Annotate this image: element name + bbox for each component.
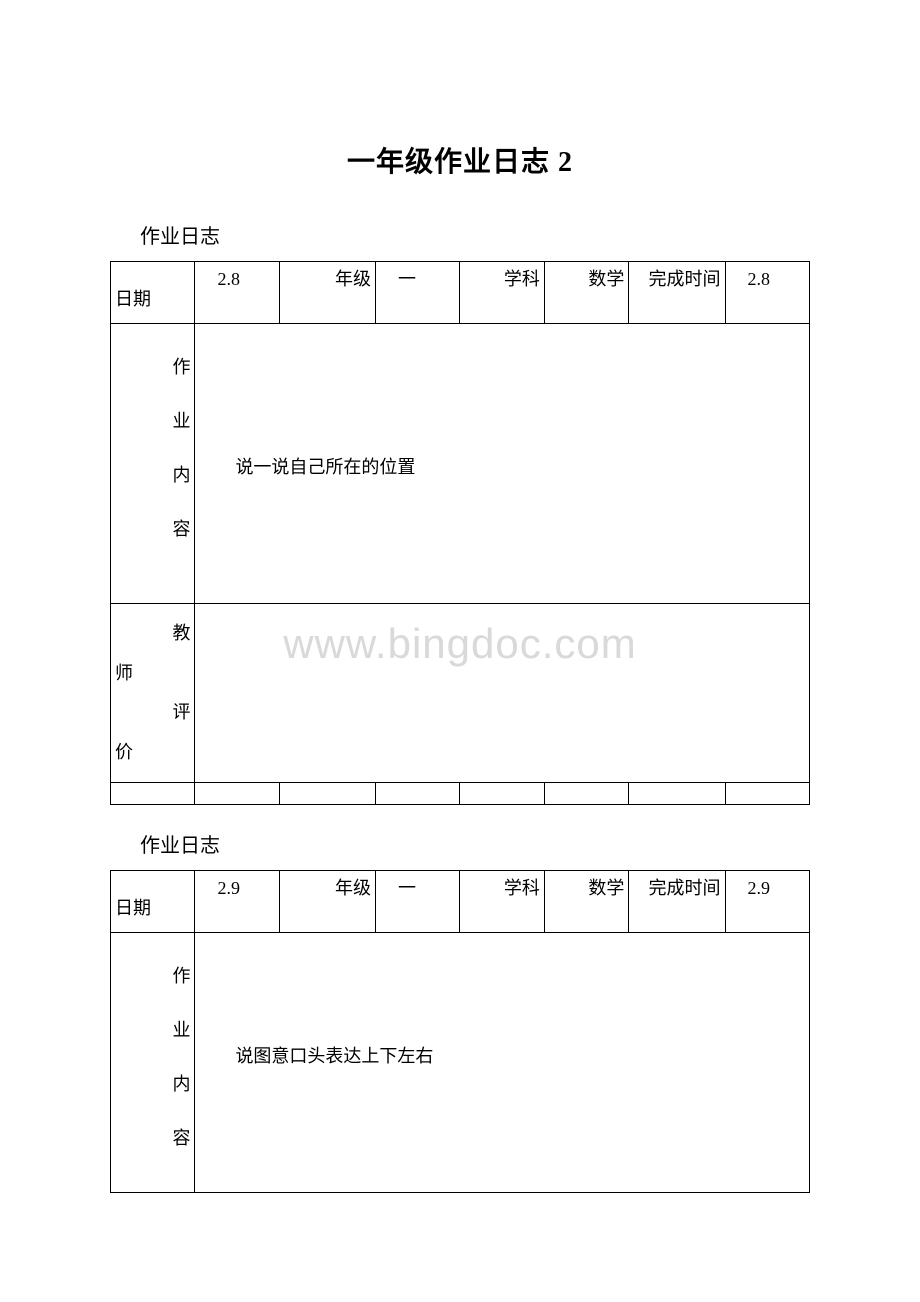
time-value: 2.9: [725, 871, 810, 933]
empty-cell: [460, 783, 544, 805]
teacher-eval-cell: [195, 604, 810, 783]
content-label: 作 业 内 容: [111, 324, 195, 604]
time-value: 2.8: [725, 262, 810, 324]
date-header: 日期: [111, 871, 195, 933]
empty-cell: [376, 783, 460, 805]
table-row: 教 师 评 价: [111, 604, 810, 783]
table-row: 作 业 内 容 说一说自己所在的位置: [111, 324, 810, 604]
page-title: 一年级作业日志 2: [110, 140, 810, 180]
empty-cell: [111, 783, 195, 805]
date-header: 日期: [111, 262, 195, 324]
empty-cell: [544, 783, 628, 805]
date-value: 2.8: [195, 262, 279, 324]
content-cell: 说一说自己所在的位置: [195, 324, 810, 604]
log1-section-label: 作业日志: [140, 220, 810, 249]
empty-cell: [279, 783, 375, 805]
subject-value: 数学: [544, 871, 628, 933]
table-row: 作 业 内 容 说图意口头表达上下左右: [111, 933, 810, 1193]
time-header: 完成时间: [629, 262, 725, 324]
subject-header: 学科: [460, 262, 544, 324]
log2-table: 日期 2.9 年级 一 学科 数学 完成时间 2.9 作 业 内 容 说图意口头…: [110, 870, 810, 1193]
empty-cell: [629, 783, 725, 805]
subject-header: 学科: [460, 871, 544, 933]
table-row: [111, 783, 810, 805]
table-row: 日期 2.9 年级 一 学科 数学 完成时间 2.9: [111, 871, 810, 933]
log1-table: 日期 2.8 年级 一 学科 数学 完成时间 2.8 作 业 内 容 说一说自己…: [110, 261, 810, 805]
grade-value: 一: [376, 262, 460, 324]
grade-header: 年级: [279, 262, 375, 324]
date-value: 2.9: [195, 871, 279, 933]
subject-value: 数学: [544, 262, 628, 324]
empty-cell: [195, 783, 279, 805]
grade-value: 一: [376, 871, 460, 933]
content-label: 作 业 内 容: [111, 933, 195, 1193]
grade-header: 年级: [279, 871, 375, 933]
log2-section-label: 作业日志: [140, 829, 810, 858]
teacher-label: 教 师 评 价: [111, 604, 195, 783]
content-cell: 说图意口头表达上下左右: [195, 933, 810, 1193]
empty-cell: [725, 783, 810, 805]
table-row: 日期 2.8 年级 一 学科 数学 完成时间 2.8: [111, 262, 810, 324]
time-header: 完成时间: [629, 871, 725, 933]
